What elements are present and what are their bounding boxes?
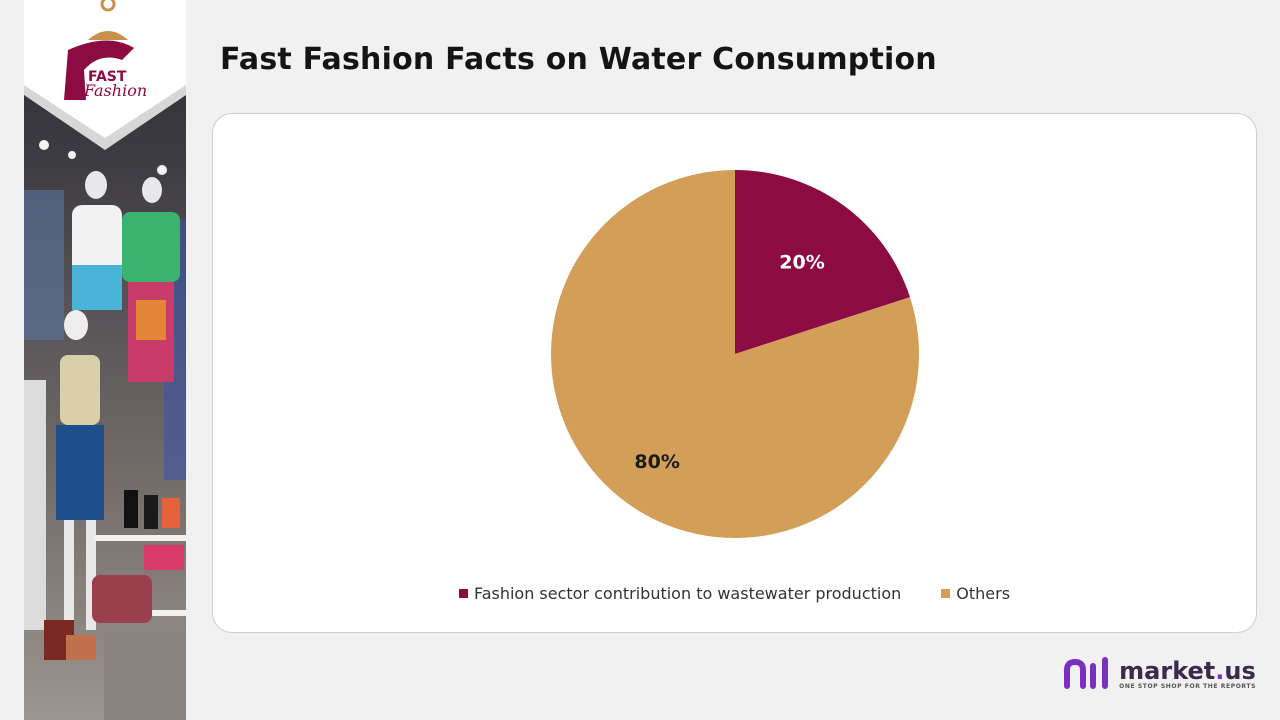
brand-name: market.us	[1119, 656, 1256, 685]
svg-text:FAST: FAST	[88, 69, 127, 85]
pie-slice-fashion	[735, 170, 910, 354]
market-us-logo-icon	[1064, 657, 1109, 689]
brand-tagline: ONE STOP SHOP FOR THE REPORTS	[1119, 682, 1256, 690]
pie-label-fashion: 20%	[779, 252, 824, 274]
chart-legend: Fashion sector contribution to wastewate…	[213, 584, 1256, 603]
legend-swatch-fashion	[458, 589, 468, 598]
pie-label-others: 80%	[634, 451, 679, 473]
svg-text:Fashion: Fashion	[83, 81, 147, 100]
hanger-icon	[64, 0, 134, 100]
fast-fashion-logo: FAST Fashion	[24, 0, 186, 160]
market-us-brand: market.us ONE STOP SHOP FOR THE REPORTS	[1063, 656, 1256, 692]
pie-chart: 20% 80%	[551, 170, 919, 538]
legend-item-others: Others	[941, 584, 1010, 603]
legend-label-others: Others	[956, 584, 1011, 603]
chart-card: 20% 80% Fashion sector contribution to wa…	[212, 113, 1257, 633]
legend-label-fashion: Fashion sector contribution to wastewate…	[473, 584, 902, 603]
pie-slice-others	[551, 170, 919, 538]
legend-swatch-others	[941, 589, 951, 598]
page-title: Fast Fashion Facts on Water Consumption	[220, 42, 937, 77]
legend-item-fashion: Fashion sector contribution to wastewate…	[458, 584, 902, 603]
